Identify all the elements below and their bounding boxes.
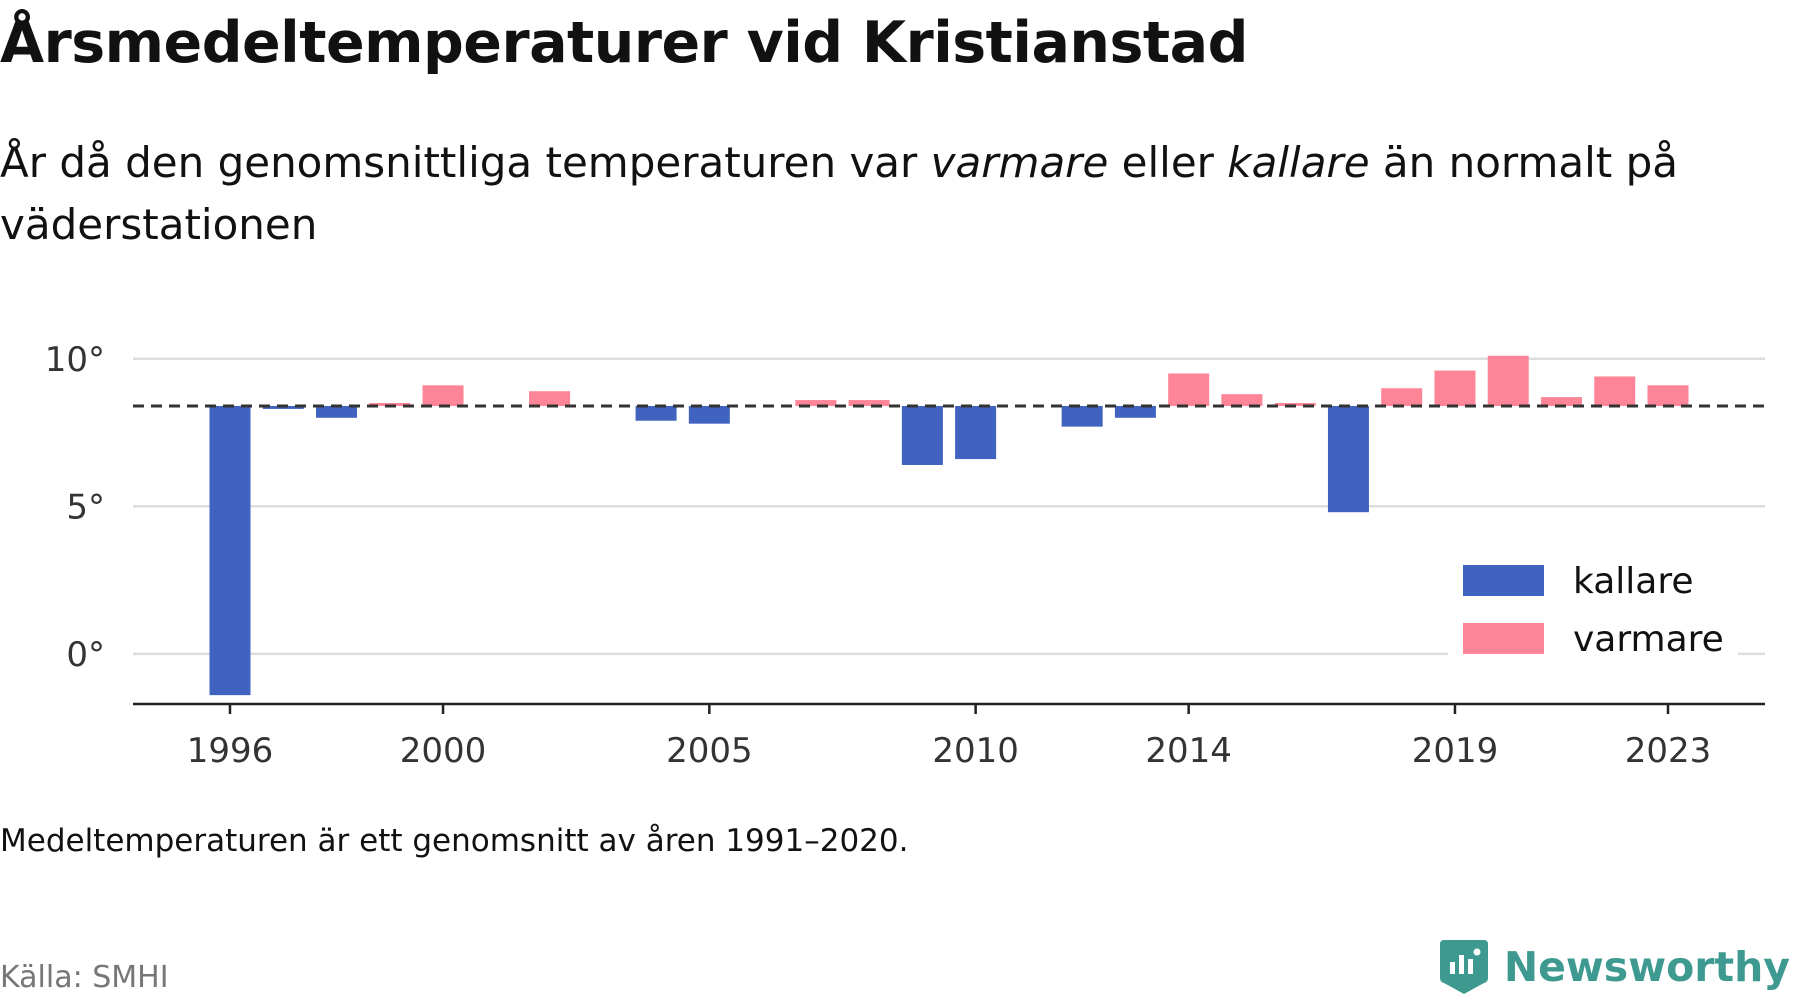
bar-varmare-2000 (422, 385, 464, 406)
bar-kallare-1998 (316, 405, 358, 418)
bar-varmare-2021 (1540, 397, 1582, 406)
bar-varmare-2022 (1594, 376, 1636, 406)
x-tick-label: 2010 (932, 731, 1019, 771)
y-tick-label: 0° (66, 635, 105, 675)
subtitle-cold-word: kallare (1227, 138, 1370, 187)
bar-varmare-2023 (1647, 385, 1689, 406)
legend: kallare varmare (1448, 545, 1738, 670)
bar-varmare-2014 (1168, 373, 1210, 406)
x-tick-label: 2019 (1412, 731, 1499, 771)
bar-kallare-2004 (635, 405, 677, 421)
bar-varmare-2020 (1487, 355, 1529, 406)
y-tick-label: 5° (66, 487, 105, 527)
x-tick-label: 2023 (1625, 731, 1712, 771)
bar-chart: 10° 5° 0° 1996 2000 2005 2010 2014 2019 2023 kall… (45, 340, 1765, 771)
legend-swatch-kallare (1463, 565, 1544, 596)
source-credit: Källa: SMHI (0, 960, 169, 995)
legend-swatch-varmare (1463, 623, 1544, 654)
bar-kallare-2009 (901, 405, 943, 465)
bar-varmare-2015 (1221, 394, 1263, 406)
bars (209, 355, 1689, 696)
bar-kallare-1996 (209, 405, 251, 696)
legend-label-kallare: kallare (1573, 561, 1694, 602)
footnote: Medeltemperaturen är ett genomsnitt av å… (0, 823, 909, 859)
subtitle-text-1: År då den genomsnittliga temperaturen va… (0, 138, 931, 187)
x-tick-label: 2014 (1145, 731, 1232, 771)
subtitle-text-3: än normalt på väderstationen (0, 138, 1678, 249)
y-tick-label: 10° (45, 340, 105, 380)
bar-kallare-2013 (1114, 405, 1156, 418)
bar-varmare-2008 (848, 400, 890, 406)
newsworthy-logo-icon (1439, 940, 1488, 994)
axes: 10° 5° 0° 1996 2000 2005 2010 2014 2019 2023 (45, 340, 1765, 771)
bar-kallare-2012 (1061, 405, 1103, 427)
x-tick-label: 2000 (400, 731, 487, 771)
chart-title: Årsmedeltemperaturer vid Kristianstad (0, 10, 1248, 76)
chart-subtitle: År då den genomsnittliga temperaturen va… (0, 132, 1790, 256)
brand-name: Newsworthy (1503, 943, 1790, 991)
subtitle-text-2: eller (1108, 138, 1228, 187)
brand-logo: Newsworthy (1438, 938, 1790, 996)
bar-varmare-2002 (529, 391, 571, 406)
bar-varmare-2007 (795, 400, 837, 406)
subtitle-warm-word: varmare (930, 138, 1109, 187)
bar-kallare-2010 (955, 405, 997, 460)
bar-kallare-2005 (688, 405, 730, 424)
bar-varmare-2019 (1434, 370, 1476, 406)
legend-label-varmare: varmare (1573, 619, 1724, 660)
x-tick-label: 2005 (666, 731, 753, 771)
bar-varmare-2018 (1381, 388, 1423, 406)
x-tick-label: 1996 (187, 731, 274, 771)
bar-kallare-2017 (1327, 405, 1369, 513)
